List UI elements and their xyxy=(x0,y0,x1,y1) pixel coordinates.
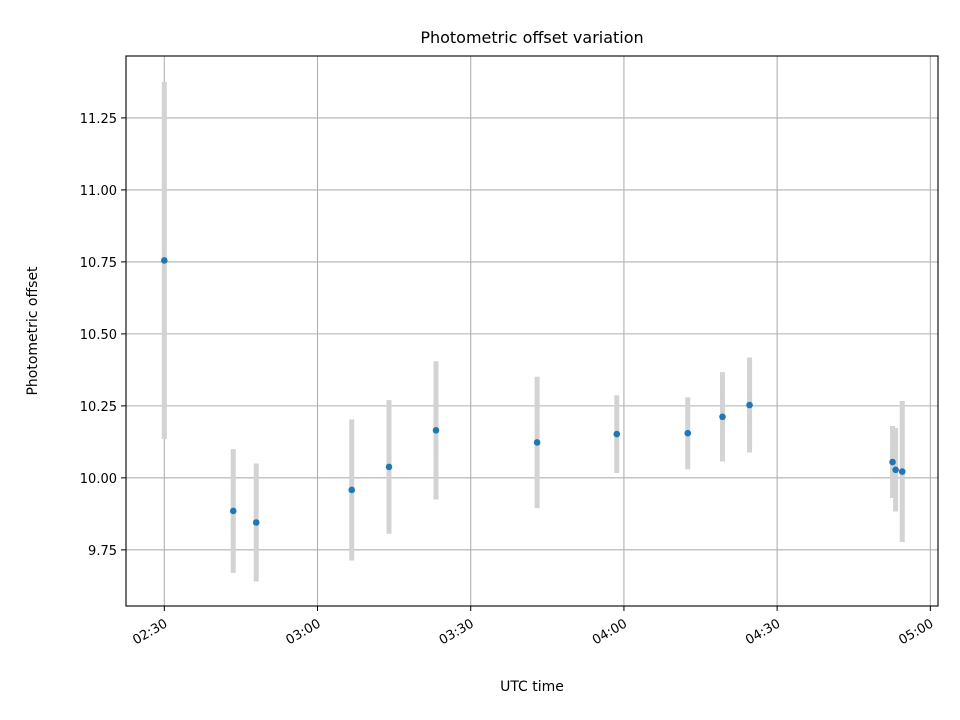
y-tick-label: 10.00 xyxy=(80,472,117,487)
grid xyxy=(126,56,938,606)
y-tick-label: 10.25 xyxy=(80,400,117,415)
y-tick-label: 10.50 xyxy=(80,328,117,343)
data-point xyxy=(898,468,906,475)
data-point xyxy=(892,466,899,474)
data-points xyxy=(161,257,906,526)
data-point xyxy=(719,413,726,421)
plot-frame xyxy=(125,55,939,607)
y-tick-label: 10.75 xyxy=(80,256,117,271)
data-point xyxy=(684,429,692,437)
y-tick-label: 11.25 xyxy=(80,112,117,127)
data-point xyxy=(348,486,356,494)
chart-title: Photometric offset variation xyxy=(420,28,643,47)
x-axis-title: UTC time xyxy=(500,679,564,695)
y-axis-title: Photometric offset xyxy=(25,266,41,396)
data-point xyxy=(746,401,753,409)
data-point xyxy=(385,463,393,471)
data-point xyxy=(889,458,896,466)
data-point xyxy=(533,439,541,446)
data-point xyxy=(252,519,260,526)
data-point xyxy=(229,507,237,515)
data-point xyxy=(161,257,168,264)
data-point xyxy=(613,430,621,438)
data-point xyxy=(432,427,440,434)
y-tick-label: 11.00 xyxy=(80,184,117,199)
y-tick-label: 9.75 xyxy=(88,544,117,559)
